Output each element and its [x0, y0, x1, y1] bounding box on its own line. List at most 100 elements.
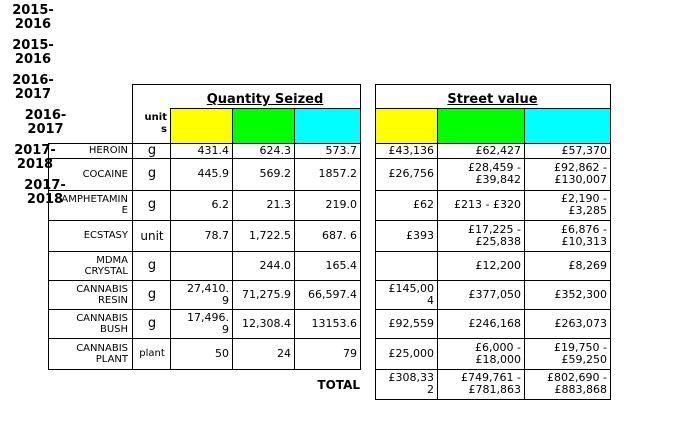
value-year-header: 2017- 2018 — [0, 175, 88, 210]
drug-name-line: COCAINE — [82, 168, 128, 180]
quantity-cell-line: 165.4 — [325, 258, 358, 272]
table-border — [48, 369, 361, 370]
total-value-cell-line: £781,863 — [468, 383, 522, 396]
quantity-cell: 219.0 — [294, 190, 360, 220]
quantity-cell-line: 624.3 — [259, 143, 292, 157]
street-value-cell: £17,225 - £25,838 — [437, 220, 524, 251]
street-value-cell-line: £57,370 — [561, 143, 608, 157]
street-value-cell-line: £59,250 — [561, 352, 608, 366]
street-value-cell-line: £25,000 — [388, 346, 435, 360]
street-value-cell: £43,136 — [375, 143, 437, 158]
unit-cell: g — [132, 280, 170, 309]
quantity-cell-line: 1857.2 — [318, 167, 358, 180]
unit-cell-line: unit — [140, 228, 164, 243]
quantity-cell-line: 687. 6 — [322, 228, 357, 242]
quantity-cell-line: 244.0 — [259, 258, 292, 272]
street-value-cell-line: £10,313 — [561, 234, 608, 248]
quantity-cell-line: 6.2 — [211, 198, 230, 211]
street-value-cell-line: £6,000 - — [475, 340, 521, 354]
street-value-cell: £62,427 — [437, 143, 524, 158]
total-label: TOTAL — [317, 378, 360, 392]
value-year-header-line: 2015- — [12, 37, 54, 53]
street-value-cell-line: £62 — [413, 198, 434, 211]
drug-name-line: E — [121, 205, 128, 216]
table-border — [294, 108, 295, 370]
quantity-cell-line: 12,308.4 — [242, 316, 291, 330]
street-value-cell: £92,559 — [375, 309, 437, 338]
value-year-header-line: 2016- — [24, 107, 67, 123]
street-value-cell-line: £19,750 - — [554, 340, 607, 354]
drug-name-line: AMPHETAMIN — [61, 194, 128, 205]
table-border — [375, 143, 611, 144]
quantity-year-header-line: 2016 — [14, 16, 52, 32]
total-value-cell: £308,33 2 — [375, 369, 437, 399]
quantity-cell-line: 431.4 — [197, 143, 230, 157]
year-header-bg — [171, 109, 232, 143]
quantity-cell: 21.3 — [232, 190, 294, 220]
street-value-cell-line: £213 - £320 — [454, 198, 521, 211]
year-header-bg — [438, 109, 524, 143]
table-border — [610, 84, 611, 400]
street-value-cell-line: £352,300 — [554, 287, 608, 301]
unit-header-line: unit — [144, 112, 167, 123]
drug-name-line: CANNABIS — [76, 312, 128, 324]
quantity-cell: 624.3 — [232, 143, 294, 158]
street-value-cell: £352,300 — [524, 280, 610, 309]
drug-seizure-document: Quantity Seized Street value unit s 2015- 201… — [0, 0, 675, 400]
table-border — [48, 158, 361, 159]
table-border — [524, 108, 525, 400]
street-value-cell-line: £43,136 — [388, 143, 435, 157]
drug-name: HEROIN — [48, 143, 132, 158]
street-value-cell: £8,269 — [524, 251, 610, 280]
quantity-cell-line: 71,275.9 — [242, 287, 291, 301]
quantity-year-header: 2017- 2018 — [0, 140, 68, 175]
quantity-cell-line: 79 — [343, 346, 357, 360]
quantity-cell: 1,722.5 — [232, 220, 294, 251]
table-border — [48, 280, 361, 281]
drug-name-line: CRYSTAL — [84, 265, 129, 277]
table-border — [375, 84, 376, 400]
unit-cell: unit — [132, 220, 170, 251]
total-value-cell-line: £802,690 - — [547, 371, 607, 384]
unit-cell-line: g — [147, 315, 157, 331]
drug-name-line: ECSTASY — [83, 230, 128, 241]
table-border — [375, 309, 611, 310]
street-value-cell-line: £92,862 - — [554, 161, 607, 174]
quantity-cell-line: 24 — [277, 346, 291, 360]
table-border — [375, 84, 611, 85]
quantity-cell-line: 21.3 — [266, 198, 292, 211]
street-value-cell-line: £246,168 — [468, 316, 522, 330]
value-year-header-line: 2018 — [26, 191, 64, 207]
quantity-cell: 66,597.4 — [294, 280, 360, 309]
total-value-cell-line: £308,33 — [388, 371, 435, 384]
street-value-cell: £26,756 — [375, 158, 437, 190]
street-value-cell-line: 4 — [427, 293, 434, 307]
unit-cell-line: plant — [139, 347, 165, 359]
street-value-title: Street value — [447, 92, 538, 107]
quantity-cell: 165.4 — [294, 251, 360, 280]
quantity-cell: 573.7 — [294, 143, 360, 158]
unit-cell: g — [132, 143, 170, 158]
drug-name-line: CANNABIS — [76, 342, 128, 354]
street-value-cell-line: £18,000 — [475, 352, 522, 366]
table-border — [375, 399, 611, 400]
drug-name: ECSTASY — [48, 220, 132, 251]
table-border — [375, 108, 611, 109]
street-value-cell: £19,750 - £59,250 — [524, 338, 610, 369]
street-value-cell: £62 — [375, 190, 437, 220]
unit-cell: g — [132, 158, 170, 190]
street-value-cell-line: £26,756 — [388, 167, 435, 180]
year-header-bg — [295, 109, 360, 143]
table-border — [375, 190, 611, 191]
unit-cell-line: g — [147, 257, 157, 273]
table-border — [375, 158, 611, 159]
street-value-cell: £213 - £320 — [437, 190, 524, 220]
street-value-cell: £92,862 - £130,007 — [524, 158, 610, 190]
quantity-cell: 27,410. 9 — [170, 280, 232, 309]
drug-name: AMPHETAMIN E — [48, 190, 132, 220]
street-value-cell — [375, 251, 437, 280]
quantity-cell: 17,496. 9 — [170, 309, 232, 338]
street-value-cell: £28,459 - £39,842 — [437, 158, 524, 190]
value-year-header: 2015- 2016 — [0, 35, 64, 70]
street-value-cell-line: £12,200 — [475, 258, 522, 272]
